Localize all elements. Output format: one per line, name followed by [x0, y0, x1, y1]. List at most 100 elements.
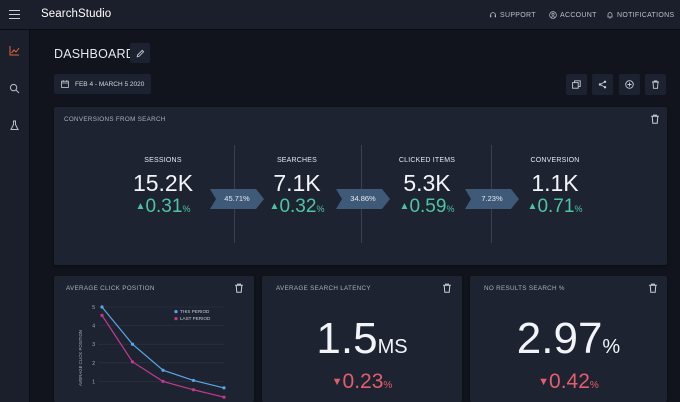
chart-legend-marker — [174, 317, 178, 321]
chart-data-point — [222, 386, 226, 390]
no-results-card: NO RESULTS SEARCH % 2.97% ▼0.42% — [470, 276, 667, 402]
trash-icon — [652, 80, 659, 89]
up-arrow-icon: ▲ — [135, 201, 146, 212]
add-icon — [625, 80, 634, 89]
chart-data-point — [100, 313, 104, 317]
top-bar: SearchStudio SUPPORT ACCOUNT NOTIFICATIO… — [0, 0, 680, 30]
latency-change: ▼0.23% — [331, 370, 393, 393]
no-results-value: 2.97 — [516, 314, 603, 363]
no-results-unit: % — [602, 336, 621, 358]
chart-data-point — [191, 378, 196, 383]
funnel-step-value: 1.1K — [531, 170, 579, 196]
chart-y-tick-label: 1 — [92, 379, 95, 385]
user-icon — [549, 11, 557, 19]
chart-legend-label: THIS PERIOD — [180, 309, 210, 314]
no-results-change: ▼0.42% — [538, 370, 599, 393]
chart-data-point — [130, 360, 135, 364]
notifications-label: NOTIFICATIONS — [617, 11, 675, 19]
pencil-icon — [136, 49, 144, 57]
funnel-step-value: 7.1K — [273, 170, 321, 196]
account-link[interactable]: ACCOUNT — [549, 11, 597, 19]
chart-data-point — [161, 368, 165, 372]
date-range-label: FEB 4 - MARCH 5 2020 — [75, 80, 145, 88]
account-label: ACCOUNT — [560, 11, 597, 19]
no-results-title: NO RESULTS SEARCH % — [484, 285, 565, 292]
chart-y-tick-label: 2 — [92, 361, 95, 367]
latency-card: AVERAGE SEARCH LATENCY 1.5MS ▼0.23% — [262, 276, 462, 402]
latency-unit: MS — [377, 336, 408, 358]
menu-icon[interactable] — [9, 10, 20, 19]
down-arrow-icon: ▼ — [538, 376, 550, 388]
headset-icon — [490, 12, 496, 18]
lab-flask-icon[interactable] — [9, 120, 20, 131]
support-label: SUPPORT — [500, 11, 536, 19]
trash-icon[interactable] — [442, 283, 452, 293]
chart-legend-label: LAST PERIOD — [180, 316, 211, 321]
no-results-metric: 2.97% — [470, 314, 667, 364]
funnel-rate-1: 45.71% — [210, 189, 264, 209]
chart-data-point — [191, 388, 196, 392]
chart-data-point — [222, 395, 226, 399]
add-widget-button[interactable] — [619, 74, 640, 95]
notifications-link[interactable]: NOTIFICATIONS — [606, 11, 674, 19]
latency-title: AVERAGE SEARCH LATENCY — [276, 285, 371, 292]
chart-y-tick-label: 4 — [92, 324, 95, 330]
calendar-icon — [61, 80, 69, 88]
support-link[interactable]: SUPPORT — [489, 11, 536, 19]
funnel-rate-3: 7.23% — [465, 189, 519, 209]
funnel-step-value: 15.2K — [132, 170, 194, 196]
chart-y-axis-label: AVERAGE CLICK POSITION — [78, 330, 83, 386]
funnel-step-value: 5.3K — [403, 170, 451, 196]
funnel-step-label: SEARCHES — [276, 157, 318, 164]
chart-data-point — [161, 379, 165, 383]
edit-title-button[interactable] — [130, 43, 150, 63]
copy-icon — [572, 80, 581, 89]
funnel-rate-label: 45.71% — [224, 194, 250, 203]
funnel-rate-label: 34.86% — [350, 194, 376, 203]
conversions-card: CONVERSIONS FROM SEARCH SESSIONS 15.2K ▲… — [54, 107, 667, 265]
trash-icon[interactable] — [234, 283, 244, 293]
chart-legend-marker — [174, 310, 178, 314]
funnel-rate-label: 7.23% — [481, 194, 503, 203]
chart-data-point — [100, 305, 104, 309]
funnel-step-label: SESSIONS — [144, 157, 182, 164]
copy-button[interactable] — [566, 74, 587, 95]
funnel-step-change: ▲0.59% — [399, 196, 455, 217]
funnel-step-conversion: CONVERSION 1.1K ▲0.71% — [505, 157, 605, 219]
funnel-step-sessions: SESSIONS 15.2K ▲0.31% — [113, 157, 213, 219]
click-position-card: AVERAGE CLICK POSITION 1 2 3 4 5 AVERAGE CLIC… — [54, 276, 254, 402]
conversions-card-title: CONVERSIONS FROM SEARCH — [64, 116, 166, 123]
funnel-step-searches: SEARCHES 7.1K ▲0.32% — [247, 157, 347, 219]
funnel-rate-2: 34.86% — [336, 189, 390, 209]
up-arrow-icon: ▲ — [399, 201, 410, 212]
funnel-step-change: ▲0.32% — [269, 196, 325, 217]
date-range-picker[interactable]: FEB 4 - MARCH 5 2020 — [54, 74, 152, 94]
search-icon[interactable] — [9, 83, 20, 94]
funnel-step-change: ▲0.71% — [527, 196, 583, 217]
chart-y-tick-label: 3 — [92, 342, 95, 348]
down-arrow-icon: ▼ — [331, 376, 343, 388]
funnel-step-label: CONVERSION — [530, 157, 580, 164]
bell-icon — [607, 12, 613, 19]
click-position-title: AVERAGE CLICK POSITION — [66, 285, 155, 292]
up-arrow-icon: ▲ — [527, 201, 538, 212]
app-title: SearchStudio — [41, 8, 112, 20]
chart-data-point — [130, 342, 135, 346]
left-sidebar — [0, 30, 30, 402]
up-arrow-icon: ▲ — [269, 201, 280, 212]
click-position-chart: 1 2 3 4 5 AVERAGE CLICK POSITION THIS PERIOD LA… — [78, 305, 226, 399]
chart-series-line — [101, 315, 225, 398]
trash-icon[interactable] — [650, 114, 660, 124]
delete-dashboard-button[interactable] — [645, 74, 666, 95]
trash-icon[interactable] — [648, 283, 658, 293]
chart-y-tick-label: 5 — [92, 305, 95, 311]
latency-metric: 1.5MS — [262, 314, 462, 364]
funnel-step-label: CLICKED ITEMS — [398, 157, 456, 164]
funnel-step-clicked-items: CLICKED ITEMS 5.3K ▲0.59% — [377, 157, 477, 219]
share-icon — [598, 80, 607, 89]
latency-value: 1.5 — [316, 314, 378, 363]
chart-icon[interactable] — [9, 45, 20, 56]
share-button[interactable] — [592, 74, 613, 95]
funnel-step-change: ▲0.31% — [135, 196, 191, 217]
page-title: DASHBOARD — [54, 47, 135, 61]
